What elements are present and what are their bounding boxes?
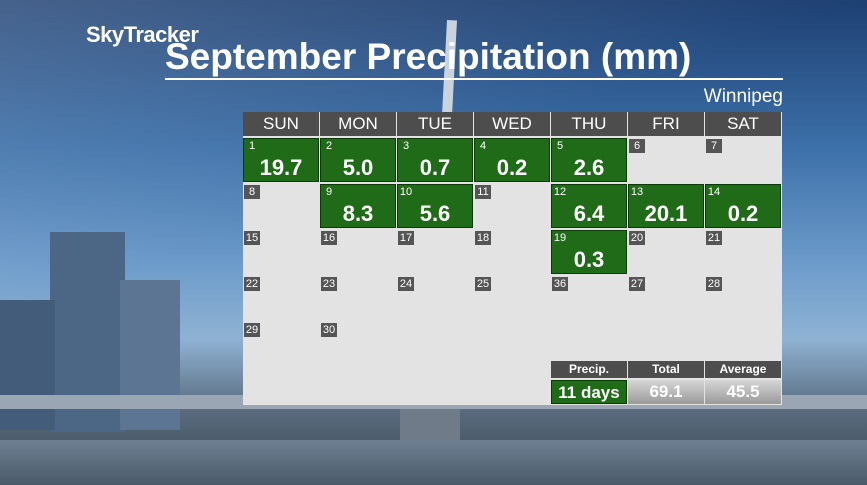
day-number: 18 (475, 231, 491, 245)
summary-label: Average (705, 361, 781, 378)
weekday-header: MON (320, 112, 396, 136)
day-cell: 14 0.2 (705, 184, 781, 228)
precip-value: 0.2 (496, 155, 528, 180)
weekday-header: THU (551, 112, 627, 136)
day-number: 23 (321, 277, 337, 291)
day-number: 36 (552, 277, 568, 291)
day-cell: 18 (474, 230, 550, 274)
day-cell: 3 0.7 (397, 138, 473, 182)
day-cell: 4 0.2 (474, 138, 550, 182)
precip-value: 6.4 (573, 201, 605, 226)
brand: SkyTracker (86, 22, 199, 47)
day-number: 22 (244, 277, 260, 291)
day-number: 27 (629, 277, 645, 291)
day-number: 3 (398, 139, 414, 153)
day-number: 10 (398, 185, 414, 199)
day-number: 12 (552, 185, 568, 199)
precip-value: 5.0 (342, 155, 374, 180)
precip-value: 8.3 (342, 201, 374, 226)
precip-value: 2.6 (573, 155, 605, 180)
building (0, 300, 55, 430)
precip-value: 0.2 (727, 201, 759, 226)
day-number: 25 (475, 277, 491, 291)
weekday-header: SUN (243, 112, 319, 136)
day-number: 15 (244, 231, 260, 245)
river (0, 440, 867, 485)
day-number: 7 (706, 139, 722, 153)
day-cell: 8 (243, 184, 319, 228)
day-cell: 12 6.4 (551, 184, 627, 228)
day-cell: 19 0.3 (551, 230, 627, 274)
day-number: 2 (321, 139, 337, 153)
day-cell: 22 (243, 276, 319, 320)
precip-value: 0.3 (573, 247, 605, 272)
day-cell: 23 (320, 276, 396, 320)
day-cell: 29 (243, 322, 319, 366)
day-number: 24 (398, 277, 414, 291)
summary-value: 69.1 (628, 380, 704, 404)
day-number: 8 (244, 185, 260, 199)
day-number: 6 (629, 139, 645, 153)
weekday-header: TUE (397, 112, 473, 136)
day-cell: 9 8.3 (320, 184, 396, 228)
weekday-header: FRI (628, 112, 704, 136)
location: Winnipeg (703, 86, 783, 107)
day-cell: 30 (320, 322, 396, 366)
summary-label: Total (628, 361, 704, 378)
day-cell: 27 (628, 276, 704, 320)
day-number: 14 (706, 185, 722, 199)
day-number: 11 (475, 185, 491, 199)
day-cell: 11 (474, 184, 550, 228)
day-cell: 6 (628, 138, 704, 182)
precip-value: 0.7 (419, 155, 451, 180)
calendar: SUN MON TUE WED THU FRI SAT 1 19.7 2 5.0 3 0.7 4 0.2 5 2… (243, 112, 782, 405)
weekday-header: WED (474, 112, 550, 136)
day-number: 28 (706, 277, 722, 291)
title: September Precipitation (mm) (165, 36, 692, 77)
day-cell: 7 (705, 138, 781, 182)
day-number: 21 (706, 231, 722, 245)
day-cell: 16 (320, 230, 396, 274)
day-cell: 25 (474, 276, 550, 320)
day-number: 20 (629, 231, 645, 245)
day-cell: 36 (551, 276, 627, 320)
day-cell: 13 20.1 (628, 184, 704, 228)
day-number: 13 (629, 185, 645, 199)
day-number: 30 (321, 323, 337, 337)
precip-value: 20.1 (644, 201, 688, 226)
precip-value: 5.6 (419, 201, 451, 226)
summary-value: 45.5 (705, 380, 781, 404)
day-number: 17 (398, 231, 414, 245)
day-number: 16 (321, 231, 337, 245)
day-cell: 20 (628, 230, 704, 274)
title-rule (165, 78, 783, 80)
day-cell: 2 5.0 (320, 138, 396, 182)
precip-value: 19.7 (259, 155, 303, 180)
day-cell: 21 (705, 230, 781, 274)
day-number: 1 (244, 139, 260, 153)
summary-value: 11 days (551, 380, 627, 404)
day-number: 29 (244, 323, 260, 337)
summary-label: Precip. (551, 361, 627, 378)
day-number: 4 (475, 139, 491, 153)
day-cell: 24 (397, 276, 473, 320)
day-cell: 15 (243, 230, 319, 274)
day-number: 9 (321, 185, 337, 199)
day-cell: 17 (397, 230, 473, 274)
day-cell: 1 19.7 (243, 138, 319, 182)
weekday-header: SAT (705, 112, 781, 136)
day-number: 19 (552, 231, 568, 245)
day-cell: 5 2.6 (551, 138, 627, 182)
day-number: 5 (552, 139, 568, 153)
day-cell: 10 5.6 (397, 184, 473, 228)
day-cell: 28 (705, 276, 781, 320)
